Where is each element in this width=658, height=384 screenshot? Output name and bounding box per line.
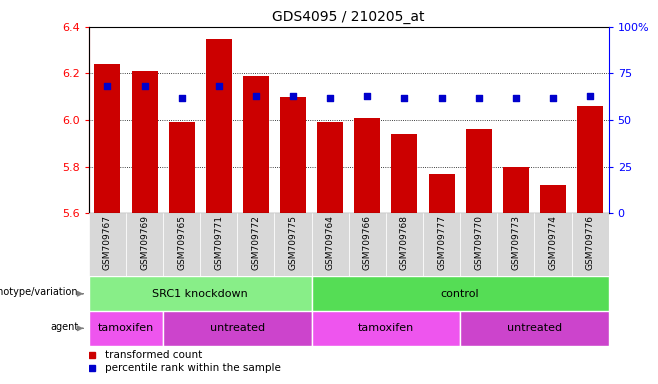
- Text: GSM709764: GSM709764: [326, 215, 335, 270]
- Bar: [163, 311, 312, 346]
- Text: GSM709776: GSM709776: [586, 215, 595, 270]
- Text: GSM709774: GSM709774: [549, 215, 557, 270]
- Bar: [280, 97, 306, 213]
- Bar: [206, 38, 232, 213]
- Bar: [200, 213, 238, 276]
- Bar: [94, 64, 120, 213]
- Text: untreated: untreated: [210, 323, 265, 333]
- Bar: [312, 213, 349, 276]
- Text: GSM709770: GSM709770: [474, 215, 483, 270]
- Bar: [577, 106, 603, 213]
- Text: genotype/variation: genotype/variation: [0, 287, 78, 297]
- Text: untreated: untreated: [507, 323, 562, 333]
- Text: GSM709771: GSM709771: [215, 215, 223, 270]
- Bar: [466, 129, 492, 213]
- Bar: [312, 311, 460, 346]
- Bar: [349, 213, 386, 276]
- Bar: [317, 122, 343, 213]
- Text: GSM709769: GSM709769: [140, 215, 149, 270]
- Point: [547, 94, 558, 101]
- Text: tamoxifen: tamoxifen: [358, 323, 414, 333]
- Point: [362, 93, 372, 99]
- Bar: [540, 185, 566, 213]
- Text: tamoxifen: tamoxifen: [98, 323, 154, 333]
- Point: [139, 83, 150, 89]
- Bar: [168, 122, 195, 213]
- Point: [288, 93, 298, 99]
- Text: percentile rank within the sample: percentile rank within the sample: [105, 362, 281, 372]
- Bar: [312, 276, 609, 311]
- Bar: [428, 174, 455, 213]
- Bar: [238, 213, 274, 276]
- Bar: [89, 276, 312, 311]
- Bar: [497, 213, 534, 276]
- Point: [399, 94, 410, 101]
- Text: SRC1 knockdown: SRC1 knockdown: [153, 289, 248, 299]
- Bar: [423, 213, 460, 276]
- Point: [585, 93, 595, 99]
- Point: [251, 93, 261, 99]
- Text: GSM709765: GSM709765: [177, 215, 186, 270]
- Text: GSM709773: GSM709773: [511, 215, 520, 270]
- Bar: [386, 213, 423, 276]
- Bar: [572, 213, 609, 276]
- Point: [213, 83, 224, 89]
- Point: [102, 83, 113, 89]
- Bar: [126, 213, 163, 276]
- Bar: [89, 213, 126, 276]
- Bar: [392, 134, 417, 213]
- Point: [176, 94, 187, 101]
- Text: GSM709772: GSM709772: [251, 215, 261, 270]
- Bar: [132, 71, 157, 213]
- Bar: [534, 213, 572, 276]
- Bar: [243, 76, 269, 213]
- Text: GSM709777: GSM709777: [437, 215, 446, 270]
- Point: [511, 94, 521, 101]
- Text: agent: agent: [50, 321, 78, 332]
- Text: GSM709767: GSM709767: [103, 215, 112, 270]
- Bar: [274, 213, 312, 276]
- Point: [325, 94, 336, 101]
- Text: GSM709766: GSM709766: [363, 215, 372, 270]
- Point: [436, 94, 447, 101]
- Text: control: control: [441, 289, 480, 299]
- Bar: [163, 213, 200, 276]
- Bar: [460, 311, 609, 346]
- Title: GDS4095 / 210205_at: GDS4095 / 210205_at: [272, 10, 425, 25]
- Point: [473, 94, 484, 101]
- Text: GSM709775: GSM709775: [289, 215, 297, 270]
- Bar: [503, 167, 529, 213]
- Text: GSM709768: GSM709768: [400, 215, 409, 270]
- Text: transformed count: transformed count: [105, 351, 203, 361]
- Bar: [460, 213, 497, 276]
- Bar: [354, 118, 380, 213]
- Bar: [89, 311, 163, 346]
